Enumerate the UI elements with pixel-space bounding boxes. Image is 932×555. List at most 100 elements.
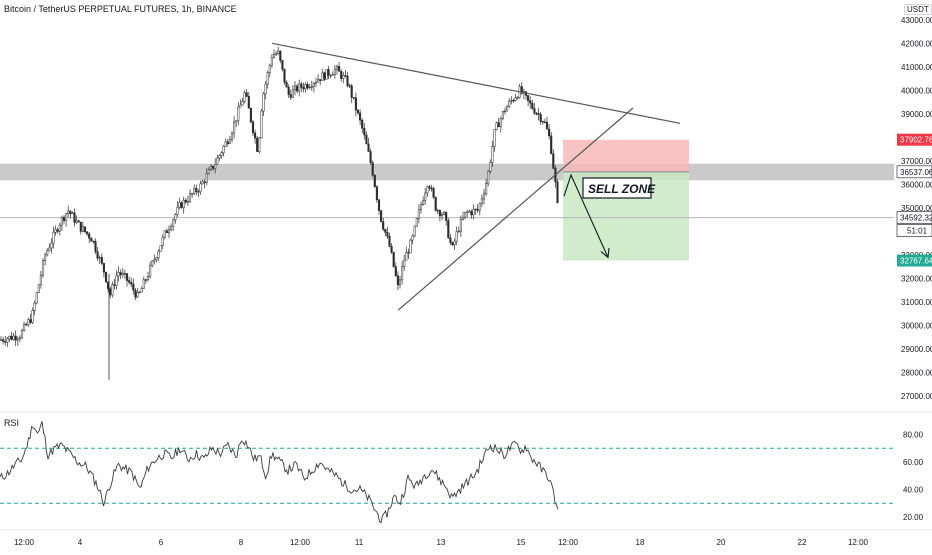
candle-up (262, 93, 265, 112)
candle-up (499, 118, 502, 128)
candle-up (495, 122, 498, 130)
candle-down (449, 237, 452, 243)
rsi-indicator-label[interactable]: RSI (4, 418, 20, 428)
candle-down (390, 246, 393, 253)
stop-loss-zone[interactable] (563, 139, 689, 172)
candle-down (432, 188, 435, 198)
candle-down (541, 121, 544, 123)
candle-down (434, 196, 437, 211)
candle-up (35, 292, 38, 304)
candle-down (327, 69, 330, 76)
time-tick-label: 11 (355, 538, 364, 547)
candle-down (144, 279, 147, 281)
trendline-descending-resistance[interactable] (271, 42, 681, 124)
candle-up (31, 310, 34, 323)
candle-down (352, 97, 355, 99)
candle-down (249, 108, 252, 122)
candle-up (422, 200, 425, 205)
candle-up (6, 338, 9, 343)
candle-up (159, 245, 162, 252)
drawings-layer[interactable]: SELL ZONE (271, 42, 681, 311)
candle-down (550, 135, 553, 154)
candle-down (245, 92, 248, 97)
resistance-zone[interactable] (0, 163, 894, 181)
candle-down (125, 273, 129, 281)
candle-up (8, 335, 11, 340)
candle-up (81, 226, 84, 232)
price-tick-label: 29000.00 (901, 345, 932, 354)
stop-price-label-tag (897, 133, 932, 146)
candle-down (165, 230, 168, 234)
candle-down (94, 241, 97, 252)
candle-up (167, 229, 171, 234)
candle-up (224, 141, 227, 147)
candle-down (543, 121, 546, 123)
candle-up (16, 338, 19, 341)
candle-up (321, 72, 324, 81)
candle-up (46, 250, 49, 256)
candle-down (123, 273, 126, 275)
zones-layer (0, 139, 894, 261)
candle-down (56, 229, 59, 232)
candle-up (413, 225, 416, 237)
candle-down (367, 143, 370, 152)
candle-down (251, 121, 255, 134)
candle-up (235, 120, 238, 123)
candle-up (149, 265, 152, 277)
candle-up (140, 288, 143, 293)
candle-up (136, 291, 139, 298)
candle-down (285, 81, 288, 88)
projection-arrow[interactable] (563, 173, 609, 258)
candle-down (79, 221, 82, 232)
candle-up (146, 276, 150, 281)
price-tick-label: 43000.00 (901, 16, 932, 25)
candle-up (260, 110, 263, 139)
candle-up (485, 183, 488, 194)
candle-up (111, 284, 114, 296)
candle-up (293, 85, 297, 91)
candle-down (130, 282, 133, 285)
last-price-label-tag (896, 211, 932, 224)
candle-up (142, 279, 145, 289)
candle-up (239, 104, 242, 108)
sell-zone-box[interactable] (582, 177, 652, 199)
candle-down (69, 210, 72, 215)
zone-price-label: 36537.06 (900, 168, 932, 177)
price-tick-label: 30000.00 (901, 322, 932, 331)
candle-down (10, 335, 13, 340)
candle-up (453, 240, 456, 246)
candle-down (62, 216, 66, 221)
candle-down (375, 186, 378, 201)
candle-up (455, 231, 458, 242)
candle-up (27, 319, 30, 326)
candle-up (52, 231, 55, 244)
candle-up (417, 209, 420, 219)
candle-up (230, 132, 234, 140)
candle-down (109, 288, 112, 296)
candle-down (373, 175, 376, 188)
candle-down (388, 236, 391, 247)
candle-up (398, 279, 402, 286)
candle-up (443, 211, 446, 215)
currency-badge[interactable]: USDT (904, 4, 932, 15)
candle-down (445, 211, 448, 221)
candle-up (516, 97, 519, 99)
trendline-ascending-support[interactable] (397, 107, 634, 311)
candle-down (14, 335, 17, 341)
candle-up (60, 216, 63, 226)
candle-up (71, 212, 74, 215)
candle-down (533, 108, 536, 114)
candle-down (407, 252, 410, 254)
candle-up (33, 302, 36, 311)
candle-up (193, 187, 196, 194)
candle-down (203, 181, 206, 183)
candle-down (394, 266, 397, 277)
candle-up (117, 272, 120, 277)
candle-down (535, 112, 538, 115)
candle-down (2, 339, 5, 342)
time-tick-label: 12:00 (848, 538, 869, 547)
candle-down (354, 97, 357, 111)
candle-up (314, 81, 318, 84)
candle-up (342, 75, 345, 79)
